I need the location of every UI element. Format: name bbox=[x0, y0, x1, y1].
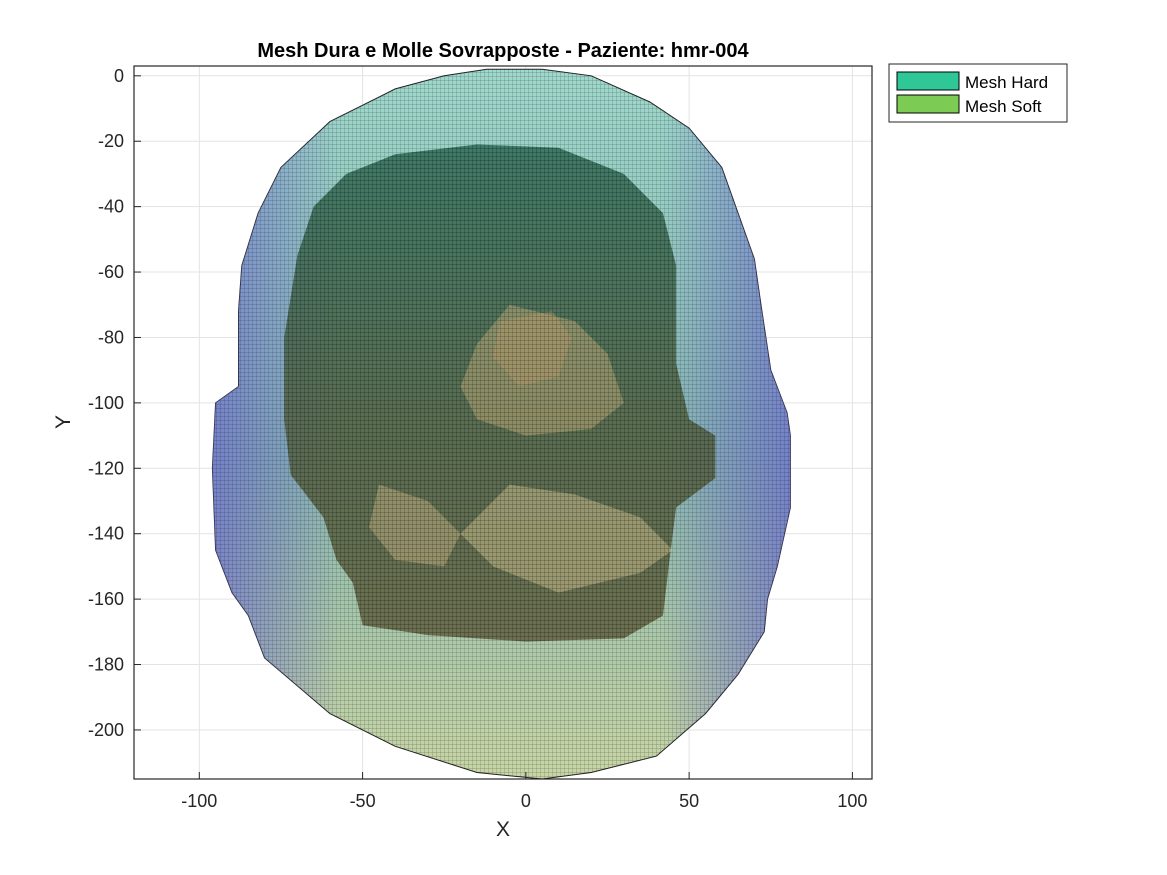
legend-label-mesh-soft: Mesh Soft bbox=[965, 97, 1042, 116]
legend-swatch-mesh-hard bbox=[896, 71, 960, 91]
mesh-layers bbox=[211, 68, 791, 779]
y-tick-label: 0 bbox=[114, 66, 124, 86]
legend-label-mesh-hard: Mesh Hard bbox=[965, 73, 1048, 92]
x-tick-label: 50 bbox=[679, 791, 699, 811]
y-tick-label: -200 bbox=[88, 720, 124, 740]
y-tick-label: -100 bbox=[88, 393, 124, 413]
y-tick-label: -20 bbox=[98, 131, 124, 151]
y-tick-label: -40 bbox=[98, 197, 124, 217]
y-axis-label: Y bbox=[52, 415, 75, 429]
axes-box bbox=[133, 65, 873, 780]
y-ticks: 0 -20 -40 -60 -80 -100 -120 -140 -160 -180 -200 bbox=[88, 66, 141, 740]
x-tick-label: -50 bbox=[350, 791, 376, 811]
x-tick-label: -100 bbox=[181, 791, 217, 811]
y-tick-label: -180 bbox=[88, 655, 124, 675]
chart-title: Mesh Dura e Molle Sovrapposte - Paziente… bbox=[257, 40, 749, 62]
x-axis-label: X bbox=[496, 818, 510, 841]
y-tick-label: -120 bbox=[88, 458, 124, 478]
x-tick-label: 100 bbox=[837, 791, 867, 811]
mesh-soft-grid bbox=[284, 144, 716, 642]
x-ticks: -100 -50 0 50 100 bbox=[181, 772, 867, 811]
x-tick-label: 0 bbox=[521, 791, 531, 811]
legend[interactable]: Mesh Hard Mesh Soft bbox=[888, 63, 1068, 123]
y-tick-label: -140 bbox=[88, 524, 124, 544]
y-tick-label: -80 bbox=[98, 327, 124, 347]
series-mesh-soft bbox=[284, 144, 716, 642]
legend-swatch-mesh-soft bbox=[896, 94, 960, 114]
y-tick-label: -160 bbox=[88, 589, 124, 609]
legend-item-mesh-hard[interactable]: Mesh Hard bbox=[896, 71, 1048, 92]
y-tick-label: -60 bbox=[98, 262, 124, 282]
legend-item-mesh-soft[interactable]: Mesh Soft bbox=[896, 94, 1042, 116]
